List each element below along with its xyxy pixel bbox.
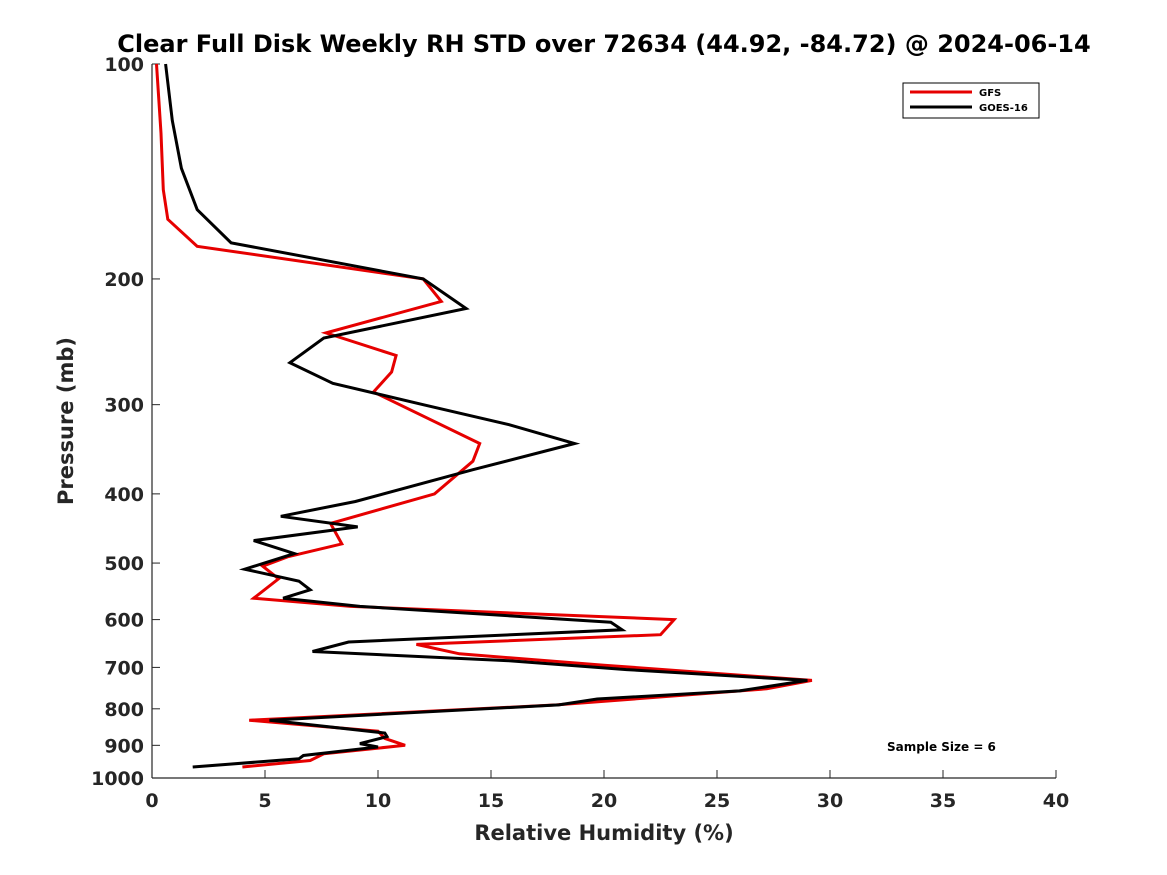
y-tick-label: 400 (104, 484, 144, 506)
y-ticks: 100 200 300 400 500 600 700 800 900 1000 (91, 54, 160, 790)
series-line-gfs (155, 63, 813, 769)
x-tick-label: 25 (704, 790, 730, 812)
x-tick-label: 5 (258, 790, 271, 812)
x-tick-label: 15 (478, 790, 504, 812)
x-tick-label: 10 (365, 790, 391, 812)
y-tick-label: 600 (104, 610, 144, 632)
x-tick-label: 30 (817, 790, 843, 812)
series-lines (155, 63, 813, 769)
y-tick-label: 100 (104, 54, 144, 76)
y-tick-label: 300 (104, 395, 144, 417)
y-axis-label: Pressure (mb) (54, 337, 78, 505)
y-tick-label: 500 (104, 553, 144, 575)
y-tick-label: 800 (104, 699, 144, 721)
series-line-goes16 (164, 63, 808, 769)
legend-label-goes16: GOES-16 (979, 103, 1028, 114)
legend-label-gfs: GFS (979, 88, 1001, 99)
chart-title: Clear Full Disk Weekly RH STD over 72634… (117, 30, 1090, 58)
y-tick-label: 200 (104, 269, 144, 291)
y-tick-label: 700 (104, 657, 144, 679)
x-tick-label: 20 (591, 790, 617, 812)
x-ticks: 0 5 10 15 20 25 30 35 40 (145, 770, 1069, 812)
legend: GFS GOES-16 (902, 82, 1040, 119)
y-tick-label: 900 (104, 735, 144, 757)
plot-area: 0 5 10 15 20 25 30 35 40 100 200 300 400 500 600 700 80… (91, 54, 1069, 812)
x-tick-label: 35 (930, 790, 956, 812)
x-tick-label: 0 (145, 790, 158, 812)
x-axis-label: Relative Humidity (%) (474, 821, 733, 845)
legend-box (902, 82, 1040, 119)
y-tick-label: 1000 (91, 768, 144, 790)
x-tick-label: 40 (1043, 790, 1069, 812)
sample-size-annotation: Sample Size = 6 (887, 740, 996, 754)
